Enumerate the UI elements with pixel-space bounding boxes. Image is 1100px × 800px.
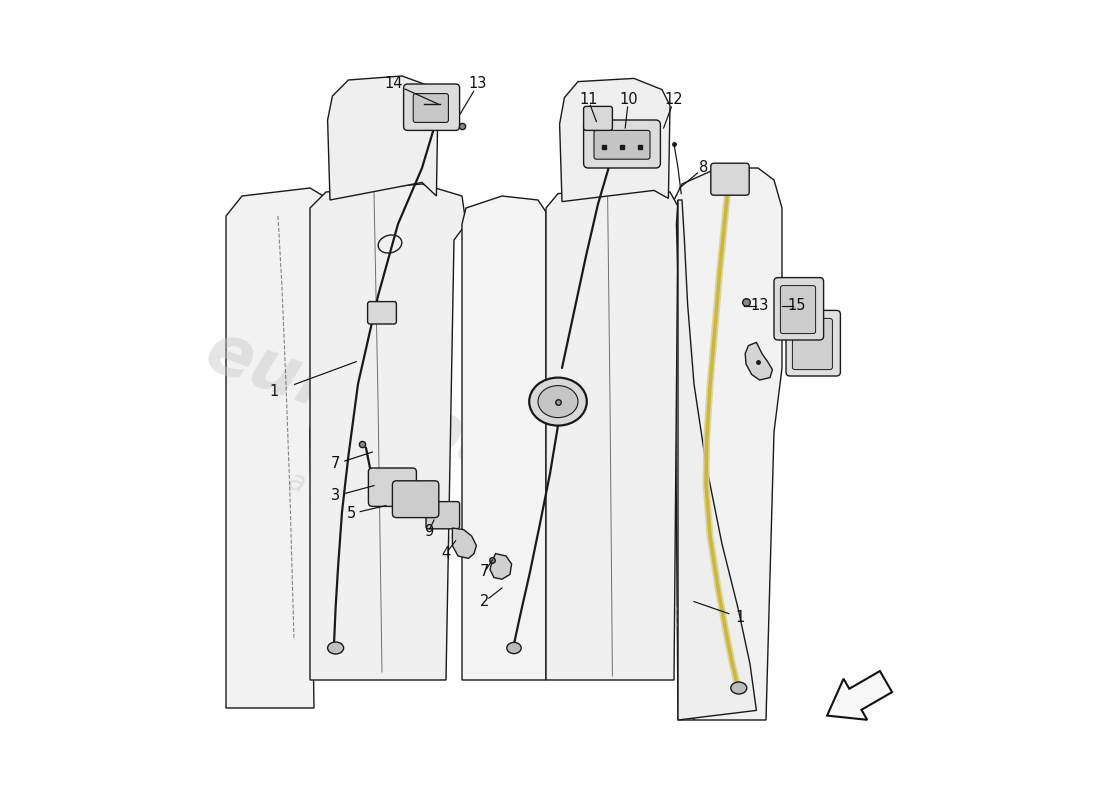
- Polygon shape: [560, 78, 670, 202]
- Text: 13: 13: [469, 77, 487, 91]
- Ellipse shape: [730, 682, 747, 694]
- FancyBboxPatch shape: [774, 278, 824, 340]
- Text: 13: 13: [750, 298, 769, 313]
- FancyBboxPatch shape: [780, 286, 815, 334]
- Text: 9: 9: [424, 525, 433, 539]
- FancyBboxPatch shape: [404, 84, 460, 130]
- Text: 7: 7: [480, 565, 490, 579]
- Polygon shape: [328, 76, 438, 200]
- Text: 1: 1: [270, 385, 278, 399]
- Text: 5: 5: [346, 506, 356, 521]
- FancyBboxPatch shape: [426, 502, 460, 529]
- Text: 15: 15: [788, 298, 805, 313]
- Text: 2: 2: [480, 594, 490, 609]
- Text: 14: 14: [385, 77, 404, 91]
- Ellipse shape: [328, 642, 343, 654]
- FancyBboxPatch shape: [584, 106, 613, 130]
- Polygon shape: [462, 196, 546, 680]
- FancyBboxPatch shape: [414, 94, 449, 122]
- FancyBboxPatch shape: [584, 120, 660, 168]
- Text: 3: 3: [331, 489, 340, 503]
- Polygon shape: [827, 671, 892, 720]
- Ellipse shape: [507, 642, 521, 654]
- Polygon shape: [678, 200, 757, 720]
- Text: 4: 4: [441, 546, 451, 561]
- FancyBboxPatch shape: [368, 468, 417, 506]
- FancyBboxPatch shape: [792, 318, 833, 370]
- Text: a passion for parts since 1985: a passion for parts since 1985: [284, 467, 688, 637]
- Polygon shape: [546, 188, 678, 680]
- Text: 12: 12: [664, 93, 683, 107]
- FancyBboxPatch shape: [786, 310, 840, 376]
- Polygon shape: [674, 168, 782, 720]
- Polygon shape: [452, 528, 476, 558]
- Polygon shape: [745, 342, 772, 380]
- Text: 11: 11: [580, 93, 597, 107]
- Polygon shape: [226, 188, 334, 708]
- FancyBboxPatch shape: [393, 481, 439, 518]
- Text: eurospares: eurospares: [196, 318, 631, 530]
- Text: 7: 7: [331, 457, 340, 471]
- Polygon shape: [310, 184, 466, 680]
- FancyBboxPatch shape: [367, 302, 396, 324]
- FancyBboxPatch shape: [594, 130, 650, 159]
- FancyBboxPatch shape: [711, 163, 749, 195]
- Text: 8: 8: [698, 161, 708, 175]
- Ellipse shape: [538, 386, 578, 418]
- Text: 10: 10: [619, 93, 638, 107]
- Polygon shape: [490, 554, 512, 579]
- Text: 1: 1: [736, 610, 745, 625]
- Ellipse shape: [529, 378, 586, 426]
